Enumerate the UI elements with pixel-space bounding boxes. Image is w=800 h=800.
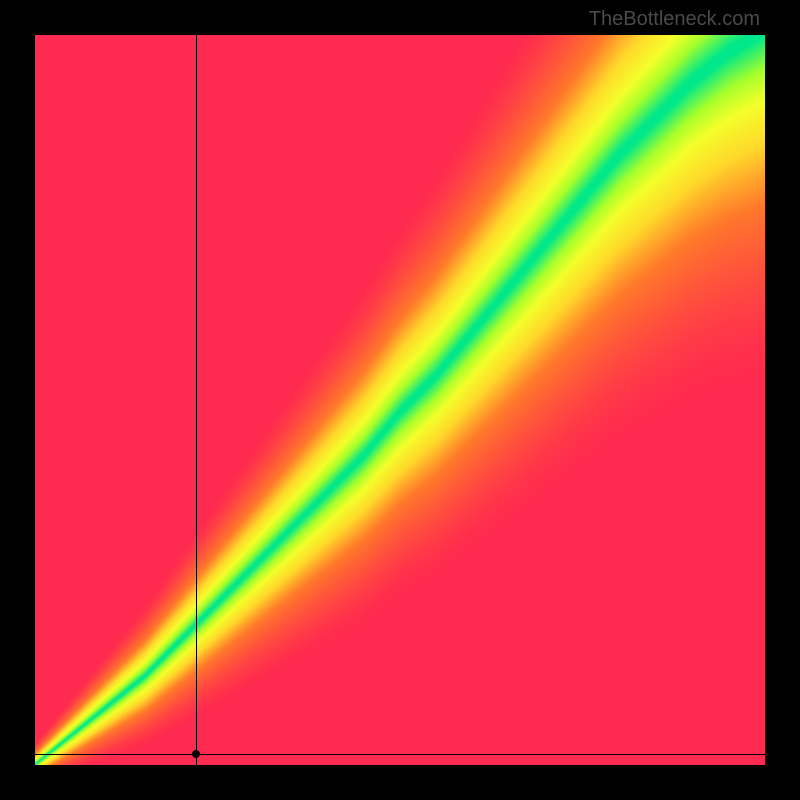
- crosshair-marker: [192, 750, 200, 758]
- crosshair-vertical: [196, 35, 197, 765]
- crosshair-horizontal: [35, 754, 765, 755]
- heatmap-canvas: [35, 35, 765, 765]
- watermark-text: TheBottleneck.com: [589, 8, 760, 31]
- heatmap-plot: [35, 35, 765, 765]
